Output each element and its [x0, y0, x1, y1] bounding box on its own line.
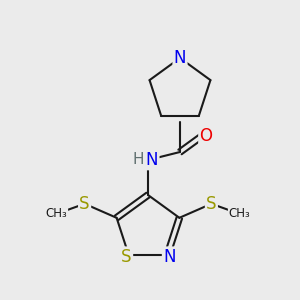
Text: S: S	[122, 248, 132, 266]
Text: N: N	[174, 49, 186, 67]
Text: CH₃: CH₃	[229, 207, 250, 220]
Text: CH₃: CH₃	[46, 207, 68, 220]
Text: H: H	[132, 152, 144, 167]
Text: S: S	[206, 195, 217, 213]
Text: N: N	[163, 248, 176, 266]
Text: N: N	[146, 151, 158, 169]
Text: O: O	[200, 127, 212, 145]
Text: S: S	[80, 195, 90, 213]
